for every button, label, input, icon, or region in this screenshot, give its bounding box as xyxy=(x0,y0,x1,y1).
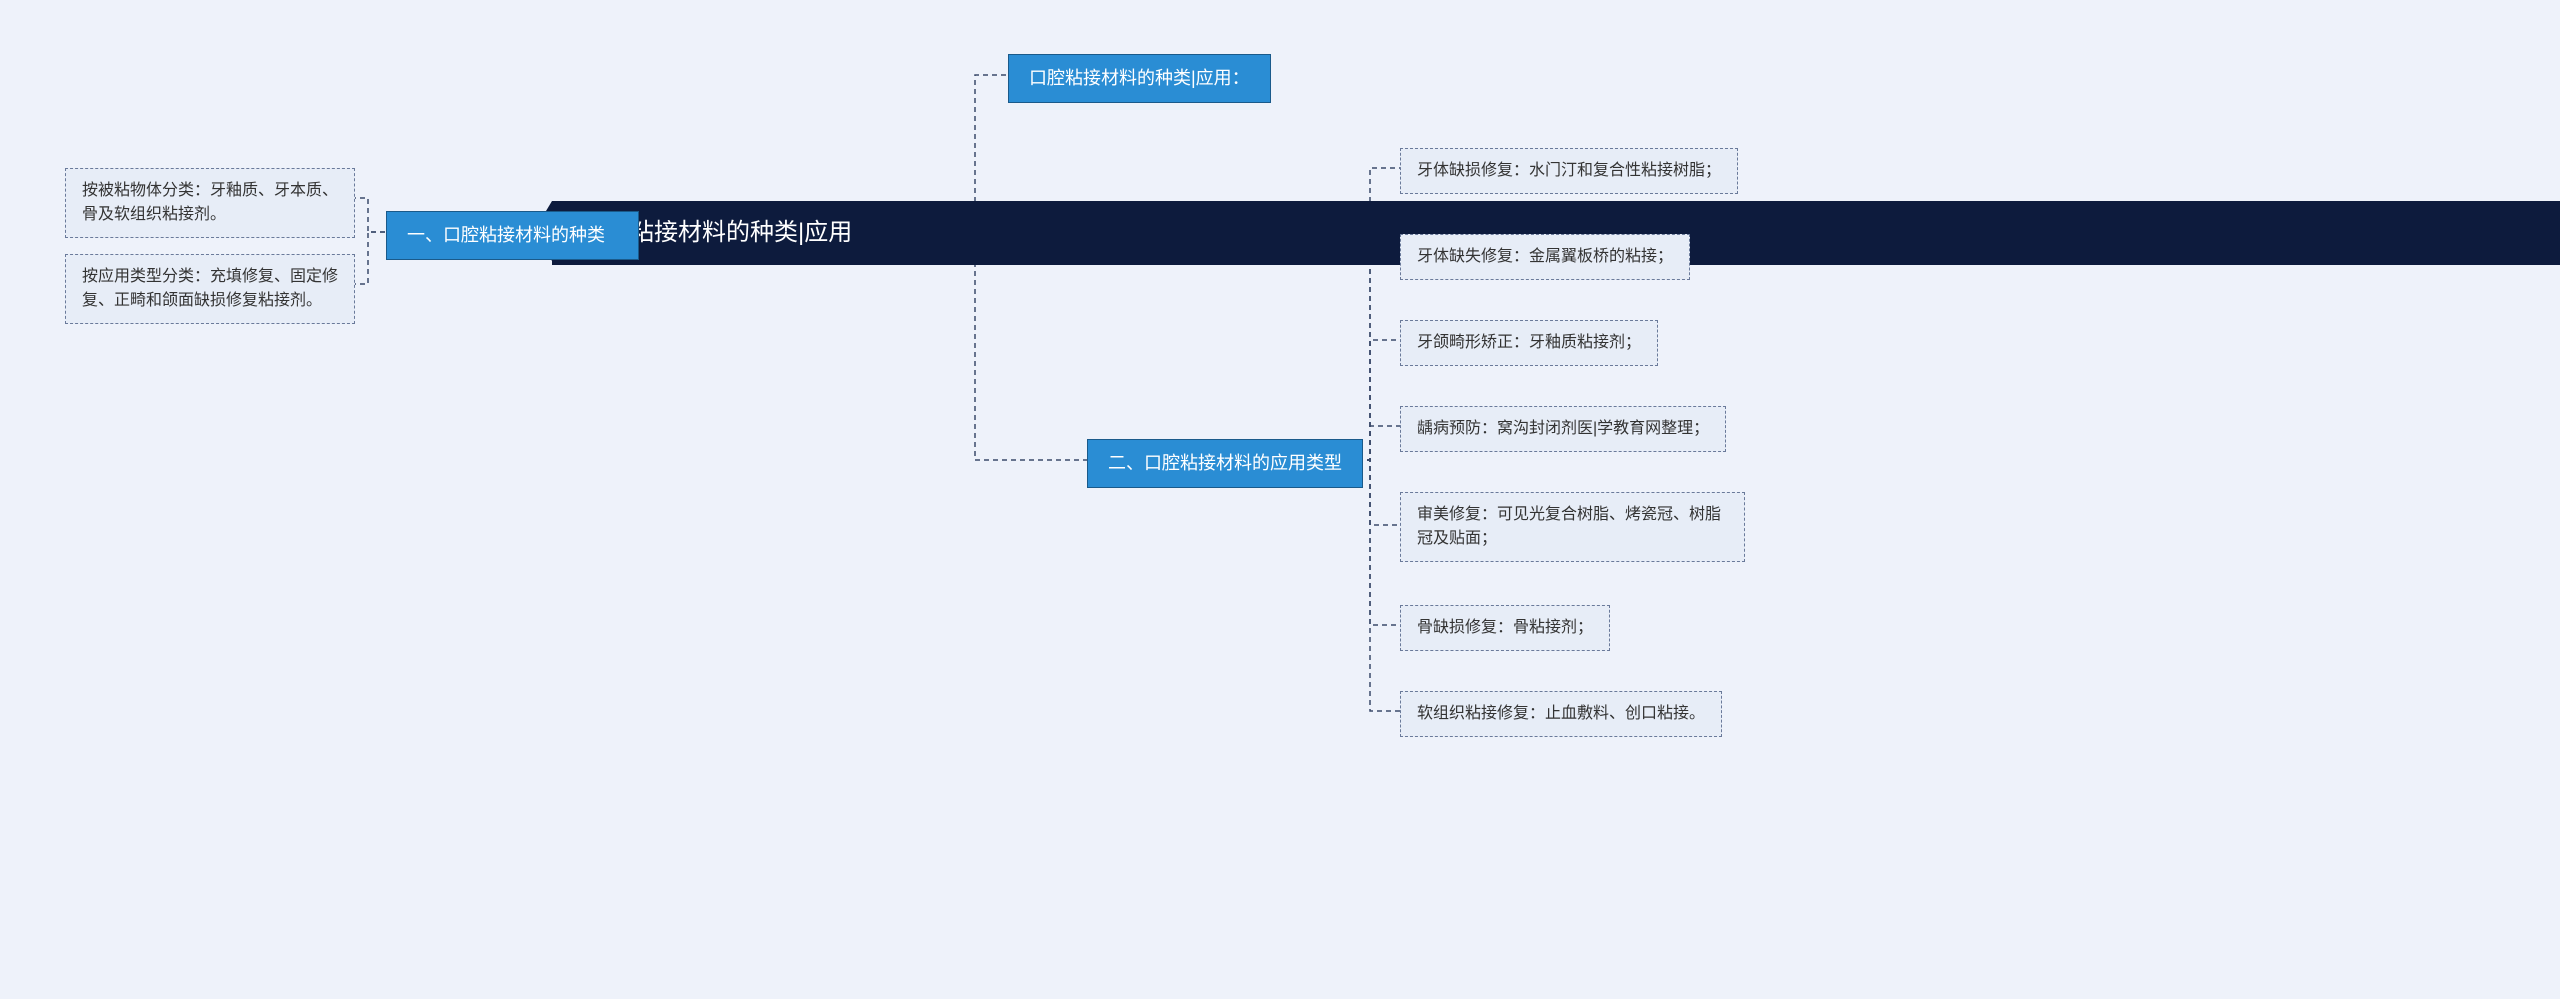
right-leaf-5: 骨缺损修复：骨粘接剂； xyxy=(1400,605,1610,651)
right-branch-1: 二、口腔粘接材料的应用类型 xyxy=(1087,439,1363,488)
right-leaf-4-text: 审美修复：可见光复合树脂、烤瓷冠、树脂冠及贴面； xyxy=(1417,506,1721,547)
right-leaf-1: 牙体缺失修复：金属翼板桥的粘接； xyxy=(1400,234,1690,280)
right-leaf-3-text: 龋病预防：窝沟封闭剂医|学教育网整理； xyxy=(1417,420,1709,437)
right-branch-0: 口腔粘接材料的种类|应用： xyxy=(1008,54,1271,103)
left-leaf-0-text: 按被粘物体分类：牙釉质、牙本质、骨及软组织粘接剂。 xyxy=(82,182,338,223)
right-branch-1-label: 二、口腔粘接材料的应用类型 xyxy=(1108,453,1342,473)
right-leaf-2-text: 牙颌畸形矫正：牙釉质粘接剂； xyxy=(1417,334,1641,351)
left-leaf-0: 按被粘物体分类：牙釉质、牙本质、骨及软组织粘接剂。 xyxy=(65,168,355,238)
right-leaf-6-text: 软组织粘接修复：止血敷料、创口粘接。 xyxy=(1417,705,1705,722)
left-leaf-1-text: 按应用类型分类：充填修复、固定修复、正畸和颌面缺损修复粘接剂。 xyxy=(82,268,338,309)
right-leaf-2: 牙颌畸形矫正：牙釉质粘接剂； xyxy=(1400,320,1658,366)
right-leaf-0-text: 牙体缺损修复：水门汀和复合性粘接树脂； xyxy=(1417,162,1721,179)
right-leaf-4: 审美修复：可见光复合树脂、烤瓷冠、树脂冠及贴面； xyxy=(1400,492,1745,562)
left-branch-label: 一、口腔粘接材料的种类 xyxy=(407,225,605,245)
left-leaf-1: 按应用类型分类：充填修复、固定修复、正畸和颌面缺损修复粘接剂。 xyxy=(65,254,355,324)
left-branch: 一、口腔粘接材料的种类 xyxy=(386,211,639,260)
right-leaf-5-text: 骨缺损修复：骨粘接剂； xyxy=(1417,619,1593,636)
right-leaf-6: 软组织粘接修复：止血敷料、创口粘接。 xyxy=(1400,691,1722,737)
right-leaf-3: 龋病预防：窝沟封闭剂医|学教育网整理； xyxy=(1400,406,1726,452)
right-leaf-1-text: 牙体缺失修复：金属翼板桥的粘接； xyxy=(1417,248,1673,265)
connector-lines xyxy=(0,0,2560,999)
right-leaf-0: 牙体缺损修复：水门汀和复合性粘接树脂； xyxy=(1400,148,1738,194)
right-branch-0-label: 口腔粘接材料的种类|应用： xyxy=(1029,68,1250,88)
